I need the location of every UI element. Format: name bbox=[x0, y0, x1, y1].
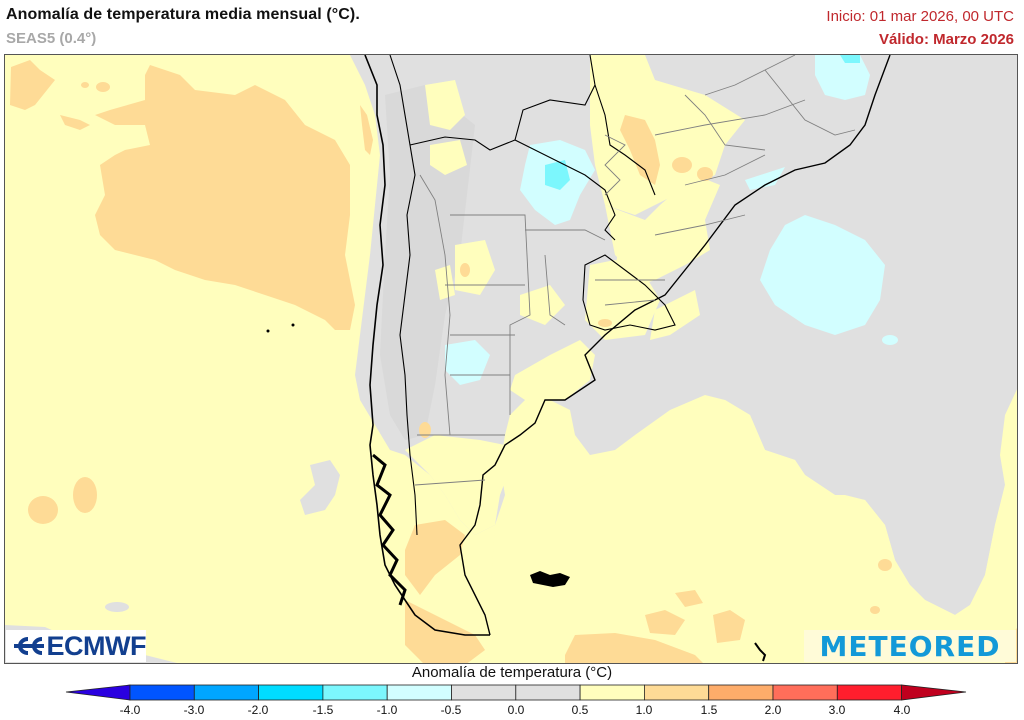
colorbar-tick: 0.0 bbox=[507, 703, 525, 717]
colorbar-tick: -3.0 bbox=[183, 703, 205, 717]
colorbar-tick: -1.5 bbox=[312, 703, 334, 717]
ecmwf-wordmark: ECMWF bbox=[46, 630, 147, 661]
anomaly-map: ECMWF METEORED bbox=[4, 54, 1018, 664]
colorbar-tick: -0.5 bbox=[440, 703, 462, 717]
valid-period: Válido: Marzo 2026 bbox=[878, 31, 1014, 48]
colorbar-tick: 1.5 bbox=[700, 703, 718, 717]
meteored-wordmark: METEORED bbox=[819, 629, 1001, 663]
map-title: Anomalía de temperatura media mensual (°… bbox=[6, 6, 360, 23]
colorbar-tick: -1.0 bbox=[376, 703, 398, 717]
colorbar-title: Anomalía de temperatura (°C) bbox=[411, 664, 613, 681]
colorbar-tick: 4.0 bbox=[893, 703, 911, 717]
colorbar-tick: 1.0 bbox=[635, 703, 653, 717]
colorbar-tick: 0.5 bbox=[571, 703, 589, 717]
colorbar-tick: -2.0 bbox=[247, 703, 269, 717]
init-time: Inicio: 01 mar 2026, 00 UTC bbox=[826, 8, 1014, 25]
colorbar-tick: -4.0 bbox=[119, 703, 141, 717]
model-label: SEAS5 (0.4°) bbox=[6, 30, 97, 47]
ecmwf-mark-icon bbox=[12, 635, 45, 657]
colorbar bbox=[65, 684, 967, 701]
colorbar-tick: 3.0 bbox=[828, 703, 846, 717]
ecmwf-logo: ECMWF bbox=[6, 630, 147, 662]
meteored-logo: METEORED bbox=[804, 629, 1016, 663]
colorbar-tick: 2.0 bbox=[764, 703, 782, 717]
map-canvas bbox=[5, 55, 1017, 663]
